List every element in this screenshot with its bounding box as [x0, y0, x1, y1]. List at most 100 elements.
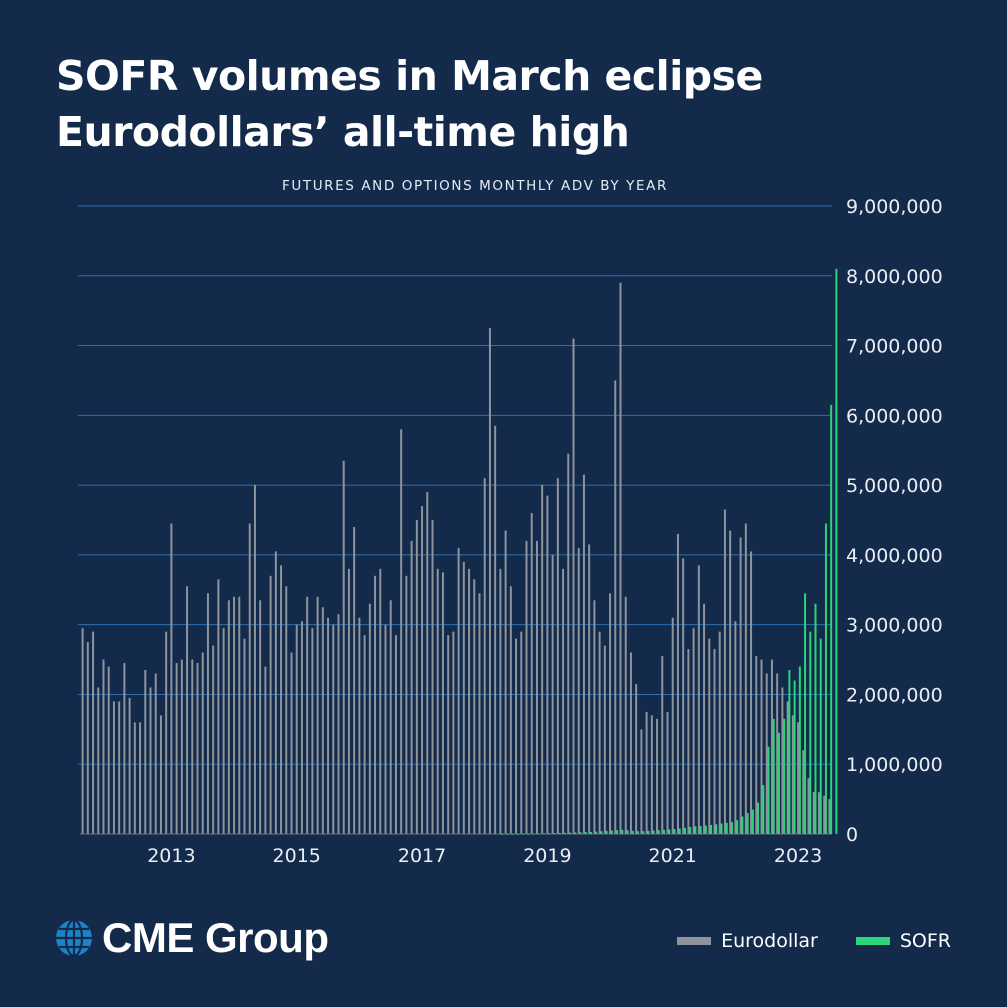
x-tick-label: 2019: [523, 845, 571, 867]
y-tick-label: 1,000,000: [846, 754, 943, 776]
eurodollar-bar: [478, 593, 481, 834]
eurodollar-bar: [259, 600, 262, 834]
sofr-bar: [746, 813, 749, 834]
sofr-bar: [553, 833, 556, 835]
sofr-bar: [584, 832, 587, 834]
eurodollar-bar: [316, 596, 319, 834]
eurodollar-bar: [374, 575, 377, 834]
eurodollar-bar: [797, 722, 800, 834]
sofr-bar: [725, 822, 728, 834]
eurodollar-bar: [588, 544, 591, 834]
eurodollar-bar: [165, 631, 168, 834]
sofr-bar: [663, 829, 666, 834]
sofr-bar: [506, 833, 509, 835]
x-tick-label: 2015: [273, 845, 321, 867]
eurodollar-bar: [504, 530, 507, 834]
sofr-bar: [704, 825, 707, 834]
eurodollar-bar: [280, 565, 283, 834]
sofr-bar: [830, 404, 833, 834]
y-tick-label: 9,000,000: [846, 196, 943, 218]
x-tick-label: 2017: [398, 845, 446, 867]
eurodollar-bar: [118, 701, 121, 834]
eurodollar-bar: [447, 635, 450, 834]
eurodollar-bar: [629, 652, 632, 834]
legend: Eurodollar SOFR: [639, 930, 951, 952]
eurodollar-bars: [80, 282, 832, 835]
eurodollar-bar: [400, 429, 403, 834]
eurodollar-bar: [551, 554, 554, 834]
eurodollar-bar: [243, 638, 246, 834]
eurodollar-bar: [264, 666, 267, 834]
sofr-bar: [720, 823, 723, 834]
sofr-bar: [605, 830, 608, 834]
eurodollar-bar: [274, 551, 277, 834]
eurodollar-bar: [123, 663, 126, 834]
eurodollar-bar: [92, 631, 95, 834]
sofr-bar: [558, 832, 561, 834]
sofr-bars: [501, 268, 838, 835]
sofr-bar: [511, 833, 514, 835]
x-axis-ticks: 2013 2015 2017 2019 2021 2023: [147, 845, 822, 867]
eurodollar-bar: [577, 547, 580, 834]
brand-name: CME Group: [102, 914, 329, 961]
eurodollar-bar: [614, 380, 617, 834]
eurodollar-bar: [582, 474, 585, 834]
eurodollar-bar: [217, 579, 220, 834]
eurodollar-bar: [515, 638, 518, 834]
eurodollar-bar: [750, 551, 753, 834]
eurodollar-bar: [687, 649, 690, 834]
eurodollar-bar: [107, 666, 110, 834]
y-tick-label: 2,000,000: [846, 684, 943, 706]
eurodollar-bar: [321, 607, 324, 834]
eurodollar-bar: [812, 792, 815, 834]
sofr-bar: [793, 680, 796, 834]
sofr-bar: [532, 833, 535, 835]
eurodollar-bar: [97, 687, 100, 834]
eurodollar-bar: [817, 792, 820, 834]
sofr-bar: [694, 826, 697, 834]
chart-subtitle: FUTURES AND OPTIONS MONTHLY ADV BY YEAR: [282, 178, 668, 194]
eurodollar-bar: [253, 485, 256, 834]
eurodollar-bar: [692, 628, 695, 834]
sofr-bar: [501, 833, 504, 835]
y-tick-label: 8,000,000: [846, 266, 943, 288]
eurodollar-bar: [462, 561, 465, 834]
sofr-bar: [715, 824, 718, 834]
eurodollar-bar: [337, 614, 340, 834]
eurodollar-bar: [212, 645, 215, 834]
eurodollar-bar: [306, 596, 309, 834]
eurodollar-bar: [603, 645, 606, 834]
eurodollar-bar: [159, 715, 162, 834]
sofr-bar: [527, 833, 530, 835]
sofr-bar: [657, 830, 660, 834]
eurodollar-bar: [520, 631, 523, 834]
y-tick-label: 6,000,000: [846, 405, 943, 427]
sofr-bar: [668, 829, 671, 834]
sofr-bar: [595, 831, 598, 834]
eurodollar-bar: [624, 596, 627, 834]
eurodollar-bar: [154, 673, 157, 834]
eurodollar-bar: [353, 526, 356, 834]
eurodollar-bar: [572, 338, 575, 834]
eurodollar-bar: [421, 506, 424, 834]
sofr-bar: [522, 833, 525, 835]
sofr-bar: [600, 831, 603, 834]
eurodollar-bar: [86, 642, 89, 834]
y-tick-label: 0: [846, 824, 858, 846]
eurodollar-bar: [206, 593, 209, 834]
legend-label-eurodollar: Eurodollar: [721, 930, 818, 952]
sofr-bar: [741, 816, 744, 834]
eurodollar-bar: [509, 586, 512, 834]
eurodollar-bar: [133, 722, 136, 834]
eurodollar-bar: [222, 628, 225, 834]
sofr-bar: [683, 827, 686, 834]
eurodollar-bar: [562, 568, 565, 834]
sofr-bar: [824, 523, 827, 834]
eurodollar-bar: [300, 621, 303, 834]
eurodollar-bar: [426, 492, 429, 834]
sofr-bar: [730, 822, 733, 834]
eurodollar-bar: [295, 624, 298, 834]
sofr-bar: [798, 666, 801, 834]
eurodollar-bar: [593, 600, 596, 834]
eurodollar-bar: [483, 478, 486, 834]
